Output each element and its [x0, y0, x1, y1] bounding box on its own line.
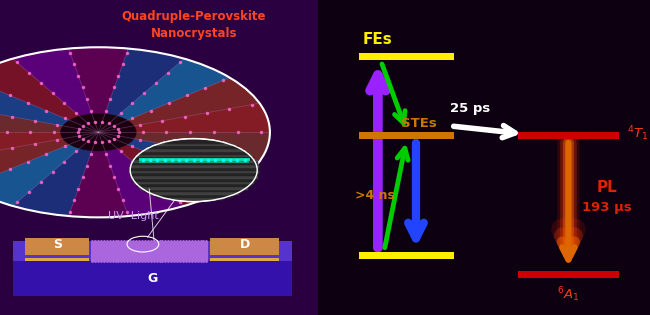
Polygon shape: [0, 59, 98, 132]
FancyBboxPatch shape: [359, 252, 454, 259]
Polygon shape: [0, 132, 98, 161]
FancyBboxPatch shape: [25, 258, 89, 261]
FancyBboxPatch shape: [209, 258, 280, 261]
Polygon shape: [0, 132, 98, 187]
Polygon shape: [69, 47, 128, 132]
Polygon shape: [98, 103, 270, 132]
FancyBboxPatch shape: [13, 241, 292, 261]
Circle shape: [130, 139, 257, 202]
FancyBboxPatch shape: [359, 132, 454, 139]
FancyBboxPatch shape: [25, 238, 89, 255]
Polygon shape: [98, 77, 259, 132]
Text: STEs: STEs: [401, 117, 437, 130]
Polygon shape: [98, 132, 184, 216]
Polygon shape: [69, 132, 128, 217]
Polygon shape: [98, 132, 270, 161]
FancyBboxPatch shape: [517, 271, 619, 278]
Polygon shape: [98, 132, 259, 187]
Polygon shape: [13, 132, 98, 216]
Text: Quadruple-Perovskite
Nanocrystals: Quadruple-Perovskite Nanocrystals: [122, 10, 266, 40]
Polygon shape: [13, 49, 98, 132]
Polygon shape: [0, 103, 98, 132]
FancyBboxPatch shape: [13, 261, 292, 296]
Text: UV  Light: UV Light: [108, 211, 159, 221]
FancyBboxPatch shape: [209, 238, 280, 255]
FancyBboxPatch shape: [359, 53, 454, 60]
Text: 25 ps: 25 ps: [450, 102, 490, 115]
Circle shape: [60, 113, 136, 151]
Polygon shape: [98, 59, 230, 132]
Text: >4 ns: >4 ns: [355, 189, 395, 202]
Text: S: S: [53, 238, 62, 251]
FancyBboxPatch shape: [0, 0, 318, 315]
Text: 193 μs: 193 μs: [582, 201, 631, 215]
Polygon shape: [0, 132, 98, 206]
Text: D: D: [239, 238, 250, 251]
FancyBboxPatch shape: [517, 132, 619, 139]
Text: $^4T_1$: $^4T_1$: [627, 124, 648, 143]
Polygon shape: [98, 132, 230, 206]
Text: PL: PL: [596, 180, 617, 195]
Text: G: G: [148, 272, 157, 285]
Text: FEs: FEs: [363, 32, 393, 47]
Text: $^6A_1$: $^6A_1$: [557, 285, 580, 304]
Polygon shape: [98, 49, 184, 132]
Polygon shape: [0, 77, 98, 132]
